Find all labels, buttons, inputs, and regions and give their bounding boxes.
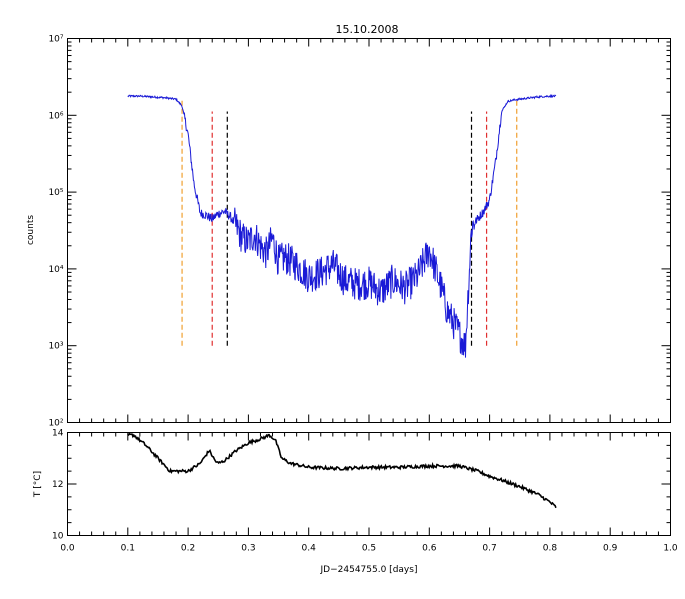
x-tick-label: 0.3	[241, 544, 255, 554]
counts-plot-frame	[67, 38, 671, 423]
x-tick-label: 0.2	[181, 544, 195, 554]
temperature-tick-label: 10	[52, 532, 64, 542]
temperature-ylabel: T [°C]	[33, 471, 43, 498]
y-tick-label: 10²	[48, 419, 63, 429]
transit-markers	[181, 99, 518, 346]
y-tick-label: 10⁶	[48, 111, 63, 121]
x-tick-label: 1.0	[663, 544, 678, 554]
temperature-y-tick-labels: 10 12 14	[52, 429, 64, 542]
counts-y-ticks	[67, 38, 671, 423]
temperature-tick-label: 12	[52, 480, 63, 490]
chart-title: 15.10.2008	[336, 23, 399, 36]
y-tick-label: 10³	[48, 342, 63, 352]
x-tick-label: 0.9	[603, 544, 618, 554]
counts-y-tick-labels: 10² 10³ 10⁴ 10⁵ 10⁶ 10⁷	[48, 35, 63, 429]
x-tick-label: 0.6	[422, 544, 437, 554]
x-tick-label: 0.1	[121, 544, 135, 554]
x-tick-label: 0.8	[543, 544, 558, 554]
temperature-plot-frame	[67, 432, 671, 536]
temperature-series-line	[127, 432, 557, 509]
y-tick-label: 10⁷	[48, 35, 63, 45]
temperature-tick-label: 14	[52, 429, 64, 439]
x-axis-label: JD−2454755.0 [days]	[320, 565, 418, 575]
x-tick-label: 0.5	[362, 544, 376, 554]
y-tick-label: 10⁴	[48, 265, 63, 275]
y-tick-label: 10⁵	[48, 188, 63, 198]
x-tick-label: 0.4	[302, 544, 317, 554]
temperature-ticks	[67, 432, 671, 536]
x-tick-labels: 0.0 0.1 0.2 0.3 0.4 0.5 0.6 0.7 0.8 0.9 1.0	[60, 544, 678, 554]
x-tick-label: 0.0	[60, 544, 75, 554]
counts-series-line	[127, 93, 557, 358]
x-tick-label: 0.7	[482, 544, 496, 554]
counts-ylabel: counts	[26, 215, 36, 245]
